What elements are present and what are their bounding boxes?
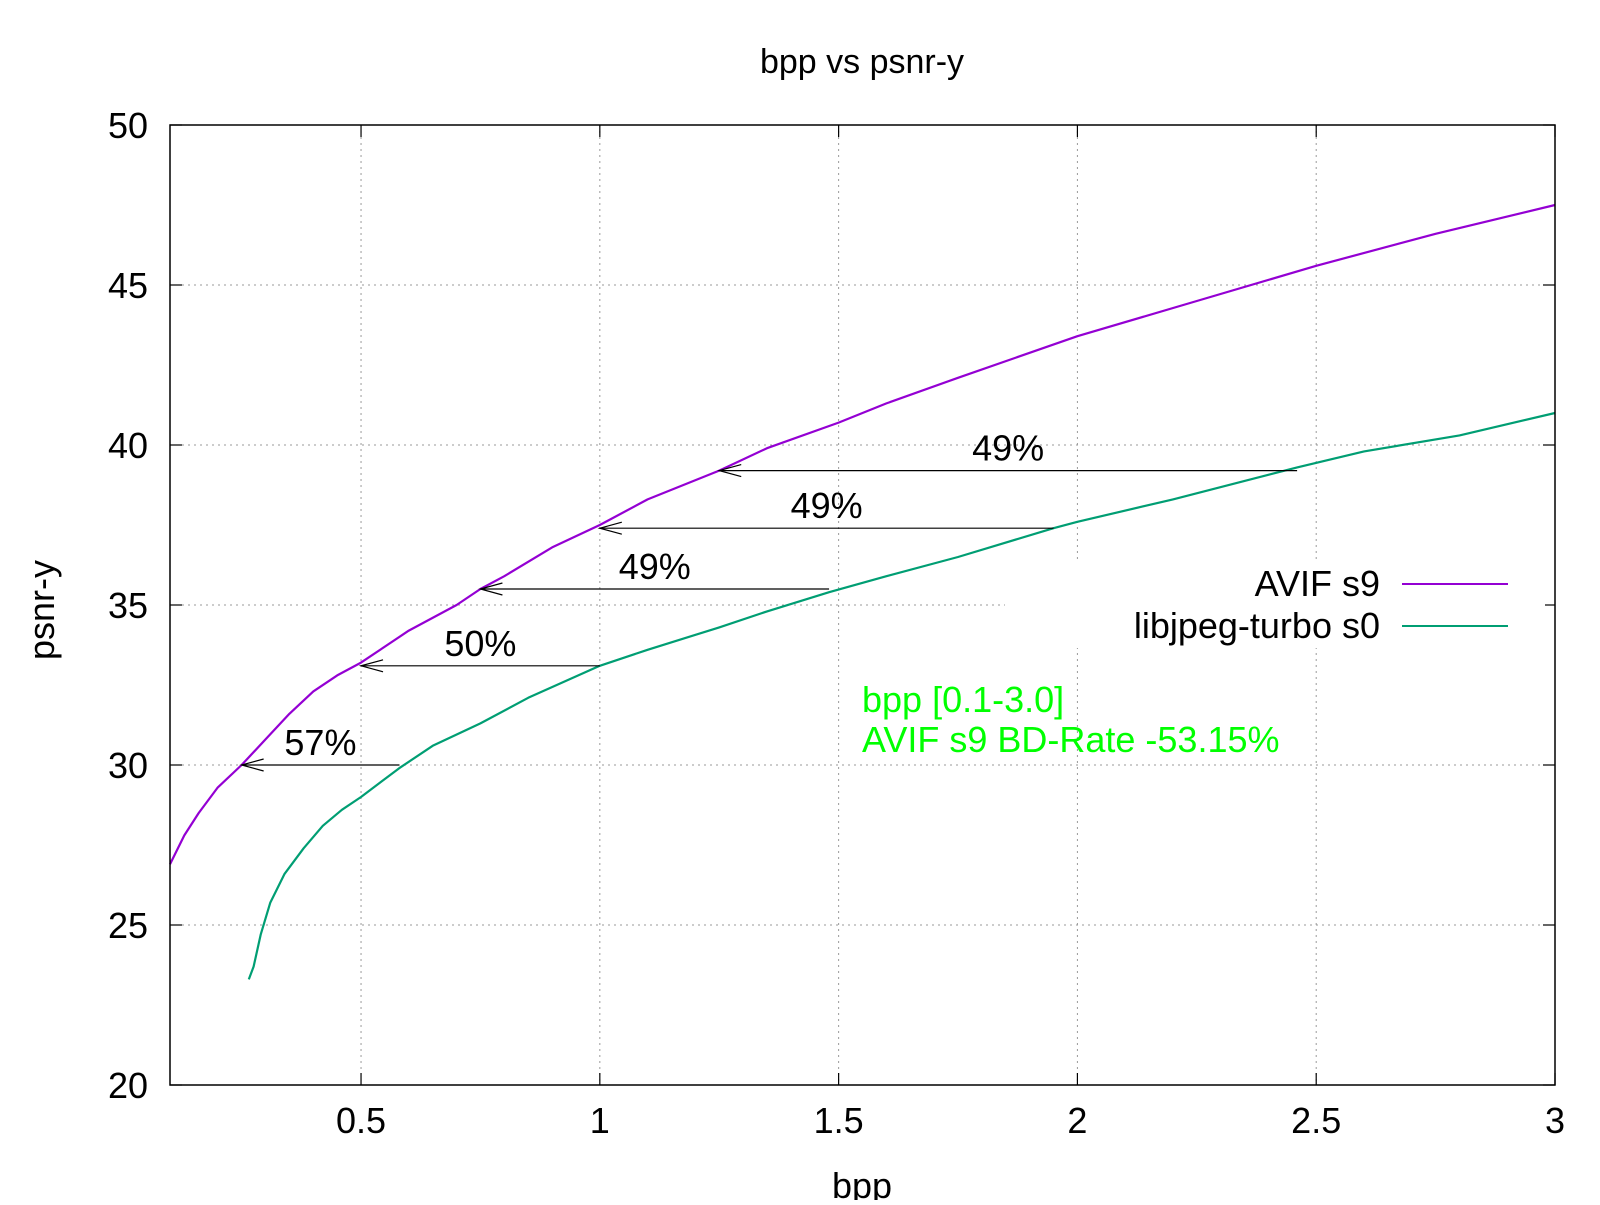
annotation-label: 49%: [619, 546, 691, 587]
bd-rate-notes: bpp [0.1-3.0] AVIF s9 BD-Rate -53.15%: [862, 679, 1280, 760]
legend: AVIF s9 libjpeg-turbo s0: [1005, 560, 1545, 648]
legend-background: [1005, 560, 1545, 648]
legend-label-libjpeg: libjpeg-turbo s0: [1134, 605, 1380, 646]
x-tick-label: 2: [1067, 1100, 1087, 1141]
x-tick-label: 3: [1545, 1100, 1565, 1141]
x-tick-label: 1.5: [814, 1100, 864, 1141]
y-tick-label: 30: [108, 745, 148, 786]
annotation-arrowhead: [478, 582, 503, 596]
annotation-arrowhead: [358, 659, 384, 673]
annotation-arrowhead: [239, 758, 264, 772]
x-tick-label: 2.5: [1291, 1100, 1341, 1141]
annotation-label: 49%: [791, 485, 863, 526]
annotations: 57% 50% 49% 49% 49%: [239, 428, 1298, 772]
annotation-arrowhead: [716, 464, 742, 478]
x-tick-label: 1: [590, 1100, 610, 1141]
x-axis-title: bpp: [832, 1165, 892, 1200]
legend-label-avif: AVIF s9: [1255, 563, 1380, 604]
x-tick-label: 0.5: [336, 1100, 386, 1141]
y-tick-label: 35: [108, 585, 148, 626]
annotation-label: 49%: [972, 428, 1044, 469]
y-tick-label: 20: [108, 1065, 148, 1106]
tick-labels: 0.5 1 1.5 2 2.5 3 20 25 30 35 40 45 50: [108, 105, 1565, 1141]
y-axis-title: psnr-y: [21, 560, 62, 660]
note-bpp-range: bpp [0.1-3.0]: [862, 679, 1064, 720]
y-tick-label: 50: [108, 105, 148, 146]
y-tick-label: 25: [108, 905, 148, 946]
annotation-label: 50%: [444, 623, 516, 664]
chart-title: bpp vs psnr-y: [760, 43, 964, 81]
annotation-label: 57%: [284, 722, 356, 763]
annotation-arrowhead: [597, 521, 622, 535]
y-tick-label: 45: [108, 265, 148, 306]
series-line-0: [169, 203, 1556, 865]
note-bd-rate: AVIF s9 BD-Rate -53.15%: [862, 719, 1280, 760]
y-tick-label: 40: [108, 425, 148, 466]
